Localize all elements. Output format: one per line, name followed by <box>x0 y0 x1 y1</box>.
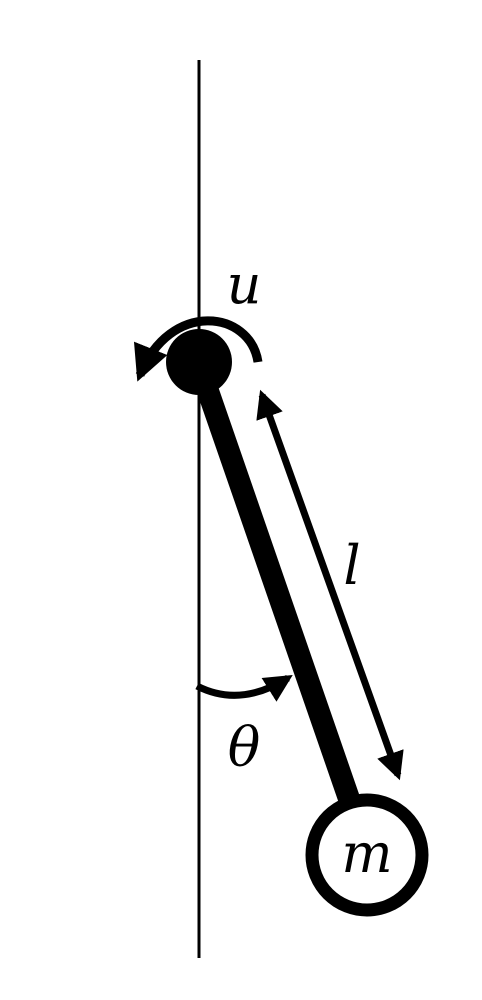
mass-bob <box>305 793 429 917</box>
angle-arrow <box>195 675 293 702</box>
torque-arrow <box>134 316 263 382</box>
angle-label: θ <box>228 716 261 779</box>
pivot-point <box>166 329 232 395</box>
torque-label: u <box>227 253 262 316</box>
length-arrow <box>256 389 404 781</box>
mass-label: m <box>341 822 392 885</box>
length-label: l <box>343 534 360 597</box>
